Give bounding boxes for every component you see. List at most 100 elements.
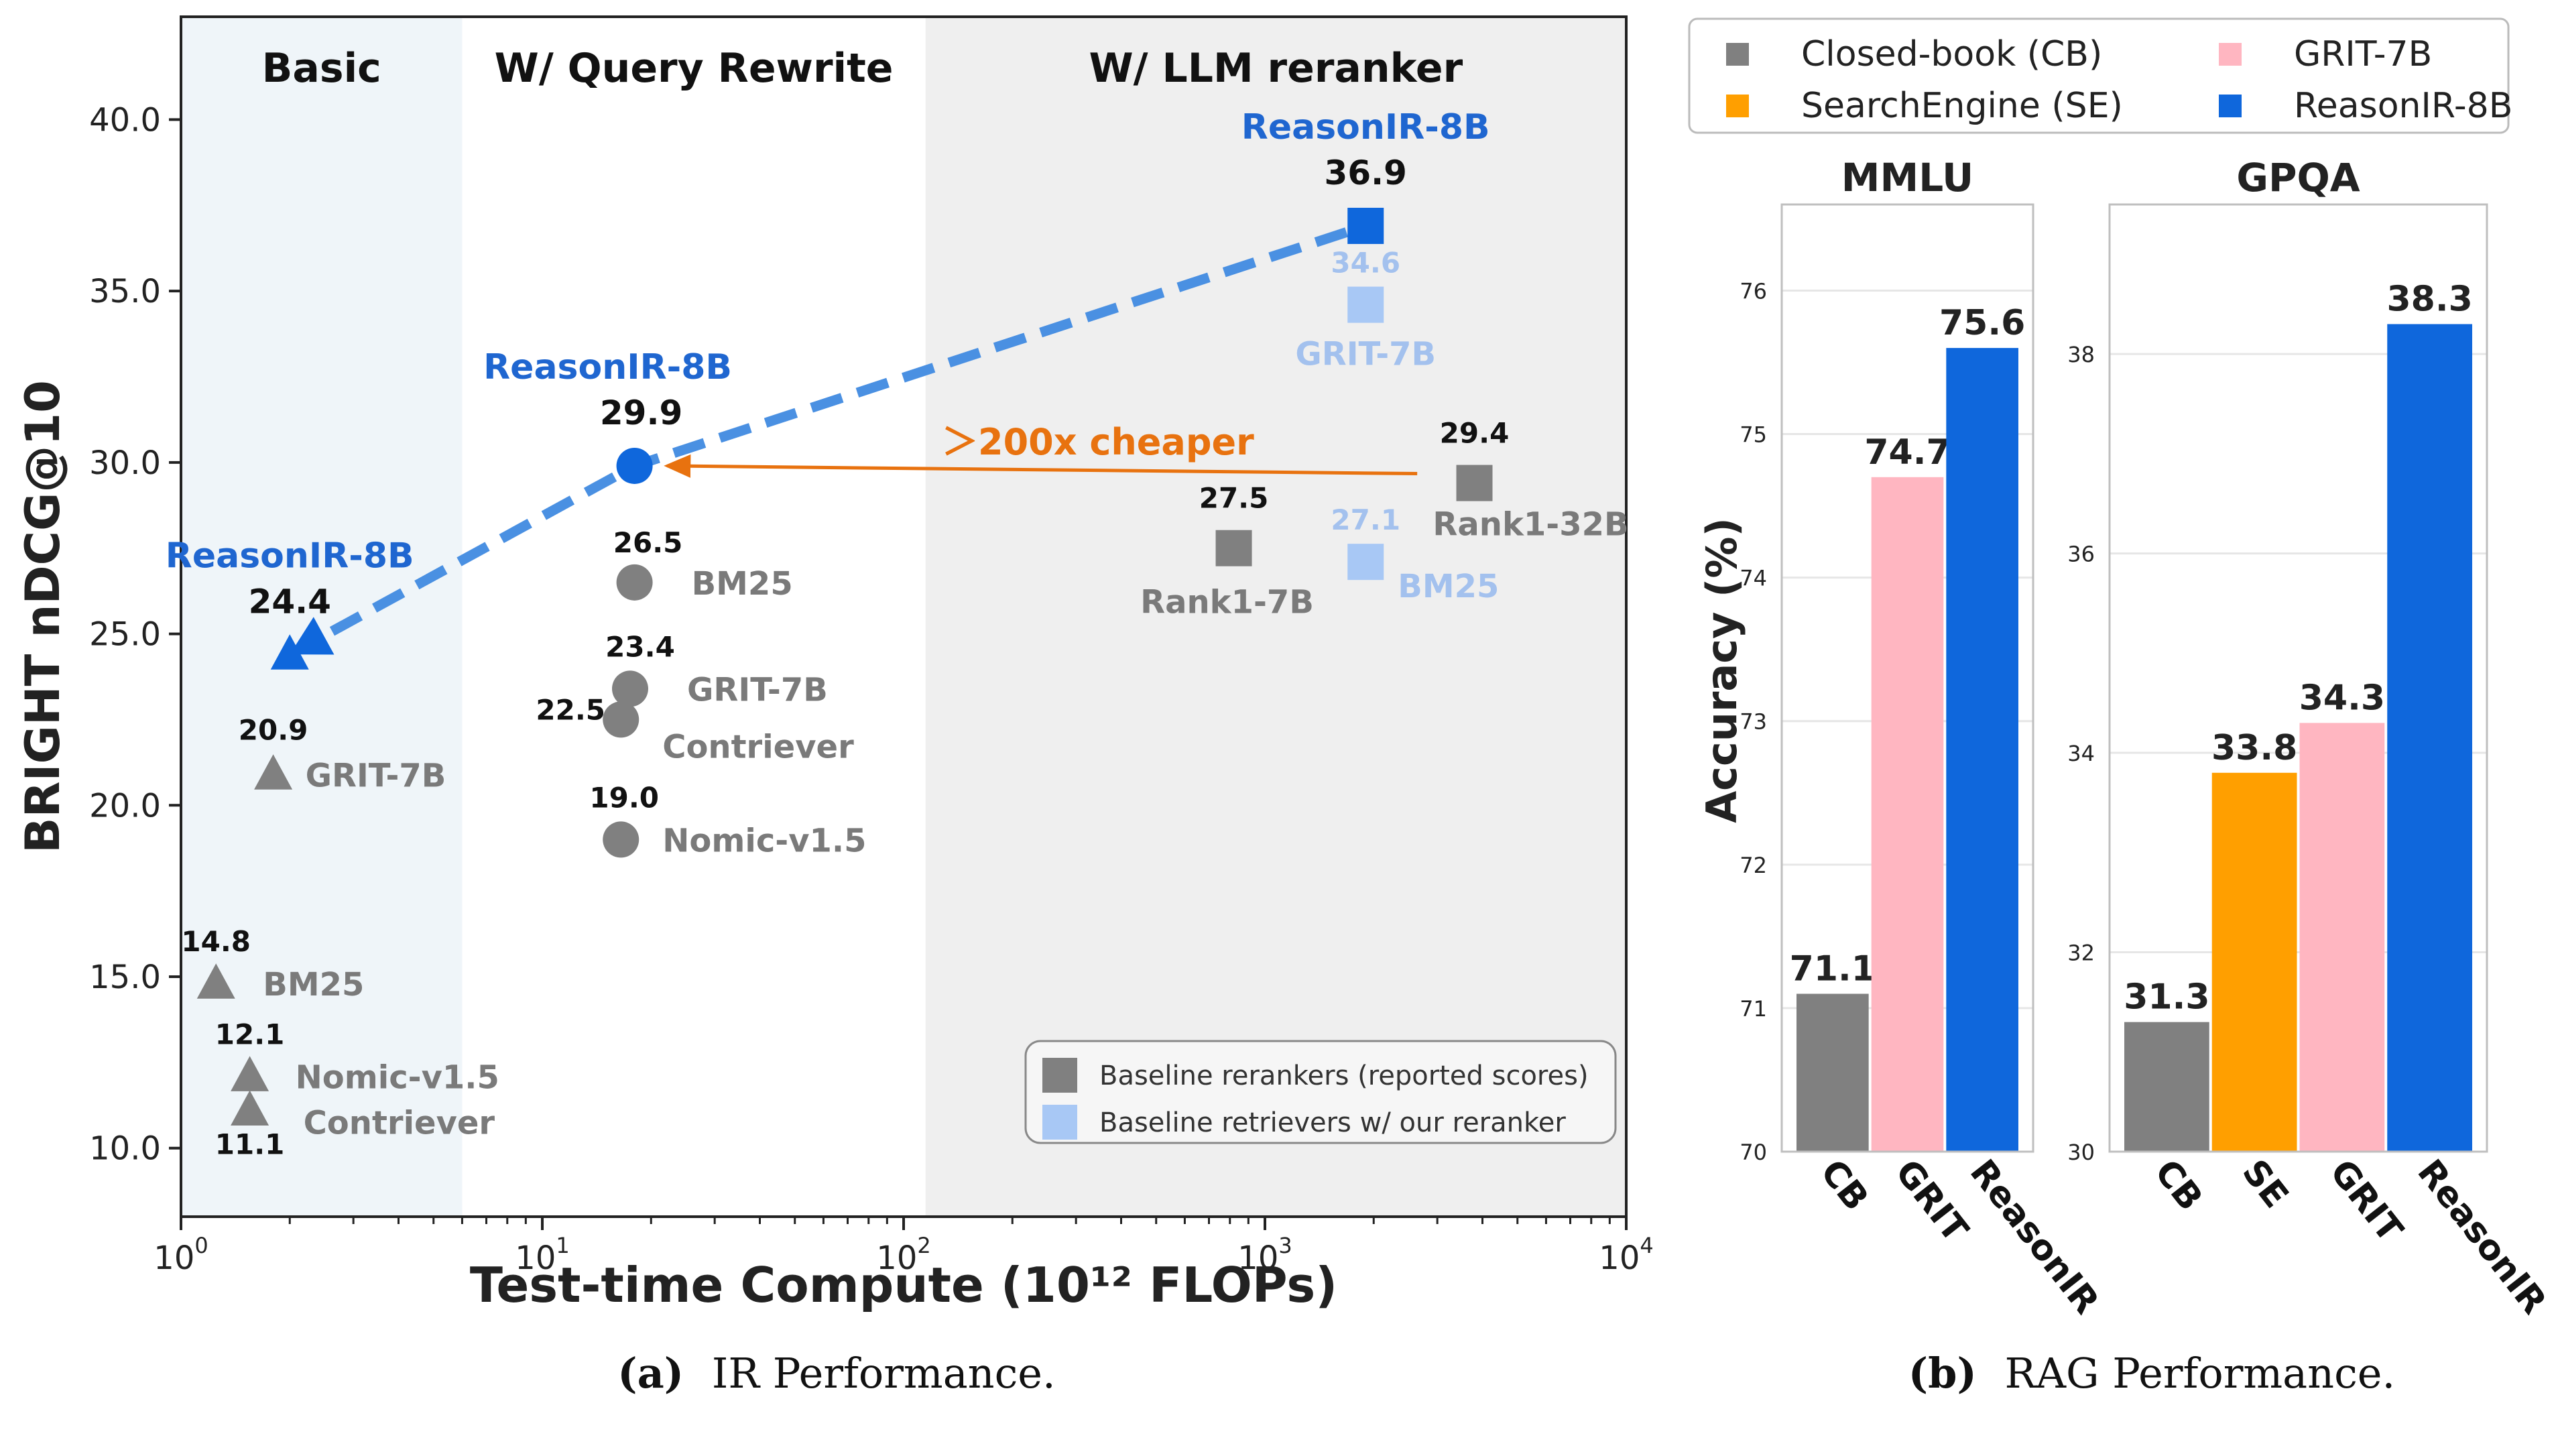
- point-rank1-7b-square: [1215, 530, 1252, 566]
- bar-value-label: 74.7: [1864, 432, 1950, 473]
- point-bm25-square-value: 27.1: [1331, 503, 1400, 536]
- point-bm25-square-label: BM25: [1398, 568, 1499, 605]
- bar-value-label: 75.6: [1939, 303, 2025, 343]
- rag-y-tick-label: 36: [2067, 542, 2095, 567]
- rag-legend-swatch-reasonir-8b: [2219, 95, 2242, 117]
- bar-category-label: ReasonIR: [2409, 1152, 2554, 1321]
- bar-gpqa-se: [2211, 772, 2297, 1152]
- x-tick-exponent: 2: [917, 1233, 930, 1258]
- rag-y-tick-label: 70: [1740, 1140, 1767, 1165]
- y-tick-label: 20.0: [89, 787, 161, 825]
- point-contriever-circle-label: Contriever: [662, 728, 854, 766]
- point-rank1-32b-square-label: Rank1-32B: [1433, 506, 1628, 544]
- point-bm25-circle-label: BM25: [692, 565, 793, 603]
- rag-panels: 70 71 72 73 74 75 76 71.1 CB 74.7 GRIT 75.6 ReasonIR…: [1740, 155, 2554, 1322]
- x-tick-label: 104: [1599, 1233, 1653, 1277]
- bar-value-label: 38.3: [2386, 279, 2472, 319]
- rag-y-tick-label: 74: [1740, 566, 1767, 591]
- x-tick-base: 10: [1237, 1239, 1278, 1277]
- bar-mmlu-cb: [1796, 993, 1869, 1152]
- bar-value-label: 33.8: [2211, 728, 2297, 768]
- ir-legend-box: [1024, 1040, 1617, 1144]
- x-tick-exponent: 1: [556, 1233, 569, 1258]
- rag-legend-label-searchengine-se: SearchEngine (SE): [1801, 86, 2123, 126]
- y-axis-ticks: 10.0 15.0 20.0 25.0 30.0 35.0 40.0: [89, 101, 181, 1168]
- point-nomic-v1-5-triangle-label: Nomic-v1.5: [296, 1058, 499, 1096]
- rag-legend-swatch-searchengine-se: [1726, 95, 1749, 117]
- data-points: 24.4 ReasonIR-8B 20.9 GRIT-7B 14.8 BM25 12.1 No…: [166, 107, 1629, 1160]
- rag-y-tick-label: 71: [1740, 996, 1767, 1022]
- rag-legend-box: [1688, 17, 2510, 134]
- rag-y-tick-label: 30: [2067, 1140, 2095, 1165]
- legend-label-baseline-rerankers-reported-scores: Baseline rerankers (reported scores): [1099, 1060, 1589, 1091]
- caption-a: (a) IR Performance.: [617, 1349, 1055, 1398]
- point-grit-7b-square: [1347, 286, 1384, 323]
- point-bm25-circle-value: 26.5: [613, 526, 683, 559]
- bar-mmlu-grit: [1871, 477, 1944, 1152]
- point-bm25-square: [1347, 544, 1384, 581]
- bar-category-label: CB: [2146, 1152, 2210, 1218]
- rag-legend-label-closed-book-cb: Closed-book (CB): [1801, 34, 2102, 74]
- y-tick-label: 40.0: [89, 101, 161, 139]
- point-contriever-circle: [603, 701, 640, 738]
- bar-category-label: CB: [1813, 1152, 1876, 1218]
- point-contriever-triangle: [231, 1090, 269, 1126]
- point-grit-7b-circle: [611, 670, 648, 707]
- rag-panel-frame: [1780, 203, 2034, 1153]
- rag-legend-swatch-grit-7b: [2219, 43, 2242, 66]
- point-contriever-circle-value: 22.5: [536, 693, 605, 726]
- y-tick-label: 10.0: [89, 1130, 161, 1168]
- rag-performance-chart: Closed-book (CB) GRIT-7B SearchEngine (SE)…: [1688, 17, 2554, 1398]
- point-rank1-32b-square: [1456, 465, 1493, 501]
- bar-category-label: GRIT: [1887, 1152, 1975, 1250]
- region-w-llm-reranker-title: W/ LLM reranker: [1089, 45, 1463, 92]
- rag-legend-swatch-closed-book-cb: [1726, 43, 1749, 66]
- point-nomic-v1-5-circle-value: 19.0: [589, 781, 659, 814]
- x-tick-exponent: 4: [1640, 1233, 1653, 1258]
- point-bm25-triangle-value: 14.8: [181, 925, 251, 958]
- x-tick-exponent: 3: [1278, 1233, 1292, 1258]
- x-tick-exponent: 0: [194, 1233, 208, 1258]
- point-grit-7b-circle-label: GRIT-7B: [687, 671, 828, 709]
- point-grit-7b-triangle-label: GRIT-7B: [306, 757, 446, 794]
- point-grit-7b-circle-value: 23.4: [605, 630, 675, 663]
- point-bm25-circle: [616, 564, 653, 601]
- x-tick-label: 100: [154, 1233, 208, 1277]
- rag-y-tick-label: 34: [2067, 741, 2095, 766]
- point-reasonir-8b-triangle-label: ReasonIR-8B: [166, 536, 414, 576]
- x-tick-base: 10: [515, 1239, 556, 1277]
- bar-gpqa-cb: [2124, 1022, 2209, 1152]
- rag-y-tick-label: 38: [2067, 342, 2095, 367]
- caption-b-prefix: (b): [1908, 1349, 1977, 1398]
- bar-value-label: 31.3: [2124, 977, 2209, 1018]
- ir-performance-chart: Basic W/ Query Rewrite W/ LLM reranker 10.…: [15, 15, 1654, 1398]
- x-axis-label: Test-time Compute (10¹² FLOPs): [470, 1257, 1337, 1313]
- x-tick-label: 102: [876, 1233, 930, 1277]
- bar-value-label: 71.1: [1790, 949, 1876, 989]
- rag-panel-title: MMLU: [1841, 155, 1973, 200]
- point-reasonir-8b-circle-label: ReasonIR-8B: [483, 347, 732, 387]
- rag-y-tick-label: 32: [2067, 941, 2095, 966]
- point-nomic-v1-5-triangle-value: 12.1: [215, 1018, 285, 1050]
- bar-gpqa-grit: [2299, 723, 2385, 1152]
- caption-a-prefix: (a): [617, 1349, 684, 1398]
- point-reasonir-8b-triangle: [270, 634, 309, 670]
- rag-y-tick-label: 76: [1740, 278, 1767, 304]
- plot-frame: [180, 15, 1628, 1218]
- bar-mmlu-reasonir: [1946, 348, 2018, 1152]
- point-reasonir-8b-triangle-value: 24.4: [249, 582, 331, 621]
- rag-panel-frame: [2108, 203, 2488, 1153]
- rag-legend-label-reasonir-8b: ReasonIR-8B: [2294, 86, 2512, 126]
- y-axis-label: BRIGHT nDCG@10: [15, 380, 70, 853]
- y-tick-label: 25.0: [89, 616, 161, 654]
- bar-category-label: SE: [2234, 1152, 2296, 1215]
- x-tick-base: 10: [154, 1239, 194, 1277]
- point-reasonir-8b-square-label: ReasonIR-8B: [1241, 107, 1490, 147]
- point-contriever-triangle-label: Contriever: [304, 1104, 495, 1142]
- region-basic-background: [181, 17, 463, 1217]
- ir-legend: Baseline rerankers (reported scores) Base…: [1024, 1040, 1617, 1144]
- y-tick-label: 15.0: [89, 959, 161, 996]
- rag-y-tick-label: 75: [1740, 422, 1767, 448]
- bar-value-label: 34.3: [2299, 678, 2385, 718]
